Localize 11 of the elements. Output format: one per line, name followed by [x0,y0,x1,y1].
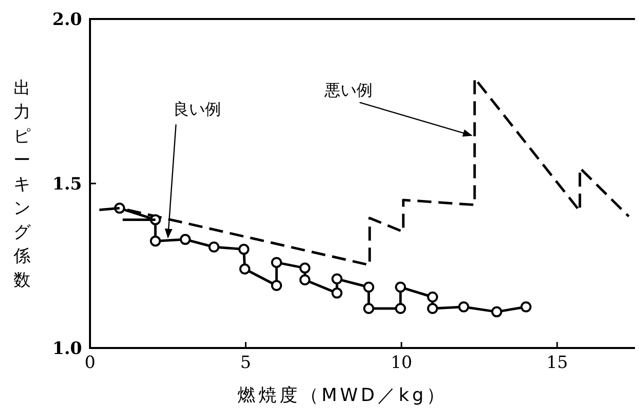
x-axis-title: 燃焼度（MWD／kg） [237,385,448,406]
y-tick-label: 1.5 [52,174,82,194]
y-tick-label: 2.0 [52,10,82,30]
x-tick-label: 15 [546,353,568,373]
annotation: 良い例 [172,99,221,118]
x-tick-label: 10 [390,353,412,373]
text: 出力ピーキング係数 [14,78,30,290]
annotation: 悪い例 [324,80,373,100]
x-tick-label: 5 [240,353,252,373]
y-tick-label: 1.0 [52,339,82,359]
x-tick-label: 0 [84,353,96,373]
